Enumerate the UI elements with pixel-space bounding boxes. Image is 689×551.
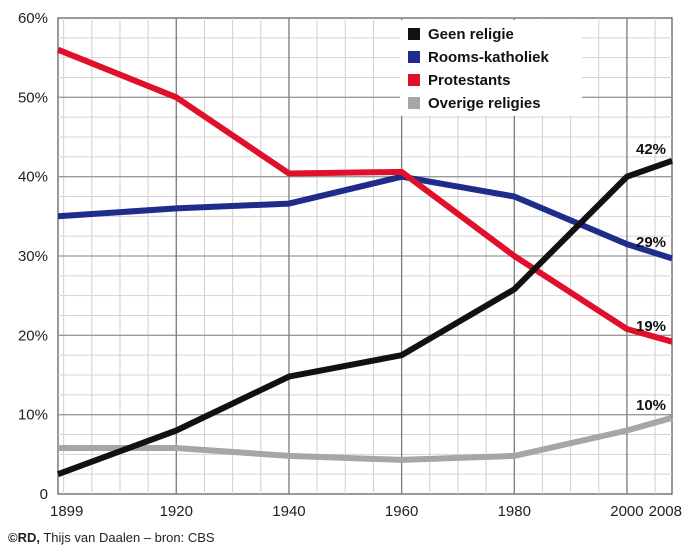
legend-label: Overige religies bbox=[428, 95, 541, 112]
end-label: 19% bbox=[636, 318, 666, 335]
end-label: 42% bbox=[636, 141, 666, 158]
y-tick-label: 0 bbox=[40, 486, 48, 503]
chart-series bbox=[56, 46, 673, 478]
end-label: 10% bbox=[636, 397, 666, 414]
credit-mark: ©RD, bbox=[8, 530, 40, 545]
y-tick-label: 50% bbox=[18, 89, 48, 106]
x-tick-label: 1980 bbox=[498, 503, 531, 520]
chart-legend: Geen religie Rooms-katholiek Protestants Ov… bbox=[400, 20, 582, 116]
y-tick-label: 60% bbox=[18, 10, 48, 27]
y-tick-label: 10% bbox=[18, 407, 48, 424]
legend-swatch bbox=[408, 28, 420, 40]
source-credit: ©RD, Thijs van Daalen – bron: CBS bbox=[8, 530, 215, 545]
end-label: 29% bbox=[636, 234, 666, 251]
legend-label: Protestants bbox=[428, 72, 511, 89]
source-text: Thijs van Daalen – bron: CBS bbox=[39, 530, 215, 545]
end-labels: 42% 29% 19% 10% bbox=[636, 141, 666, 414]
legend-box bbox=[400, 20, 582, 116]
y-axis-ticks: 0 10% 20% 30% 40% 50% 60% bbox=[18, 10, 48, 503]
legend-label: Geen religie bbox=[428, 26, 514, 43]
legend-label: Rooms-katholiek bbox=[428, 49, 550, 66]
series-line-rooms-katholiek bbox=[57, 173, 673, 262]
legend-swatch bbox=[408, 51, 420, 63]
x-tick-label: 1899 bbox=[50, 503, 83, 520]
x-tick-label: 1960 bbox=[385, 503, 418, 520]
x-tick-label: 1940 bbox=[272, 503, 305, 520]
series-line-geen-religie bbox=[56, 157, 673, 478]
y-tick-label: 30% bbox=[18, 248, 48, 265]
x-tick-label: 2008 bbox=[649, 503, 682, 520]
series-line-protestants bbox=[56, 46, 673, 345]
x-axis-ticks: 1899 1920 1940 1960 1980 2000 2008 bbox=[50, 503, 682, 520]
y-tick-label: 20% bbox=[18, 327, 48, 344]
legend-swatch bbox=[408, 74, 420, 86]
legend-swatch bbox=[408, 97, 420, 109]
x-tick-label: 2000 bbox=[610, 503, 643, 520]
x-tick-label: 1920 bbox=[160, 503, 193, 520]
series-line-overige-religies bbox=[58, 414, 673, 463]
y-tick-label: 40% bbox=[18, 169, 48, 186]
